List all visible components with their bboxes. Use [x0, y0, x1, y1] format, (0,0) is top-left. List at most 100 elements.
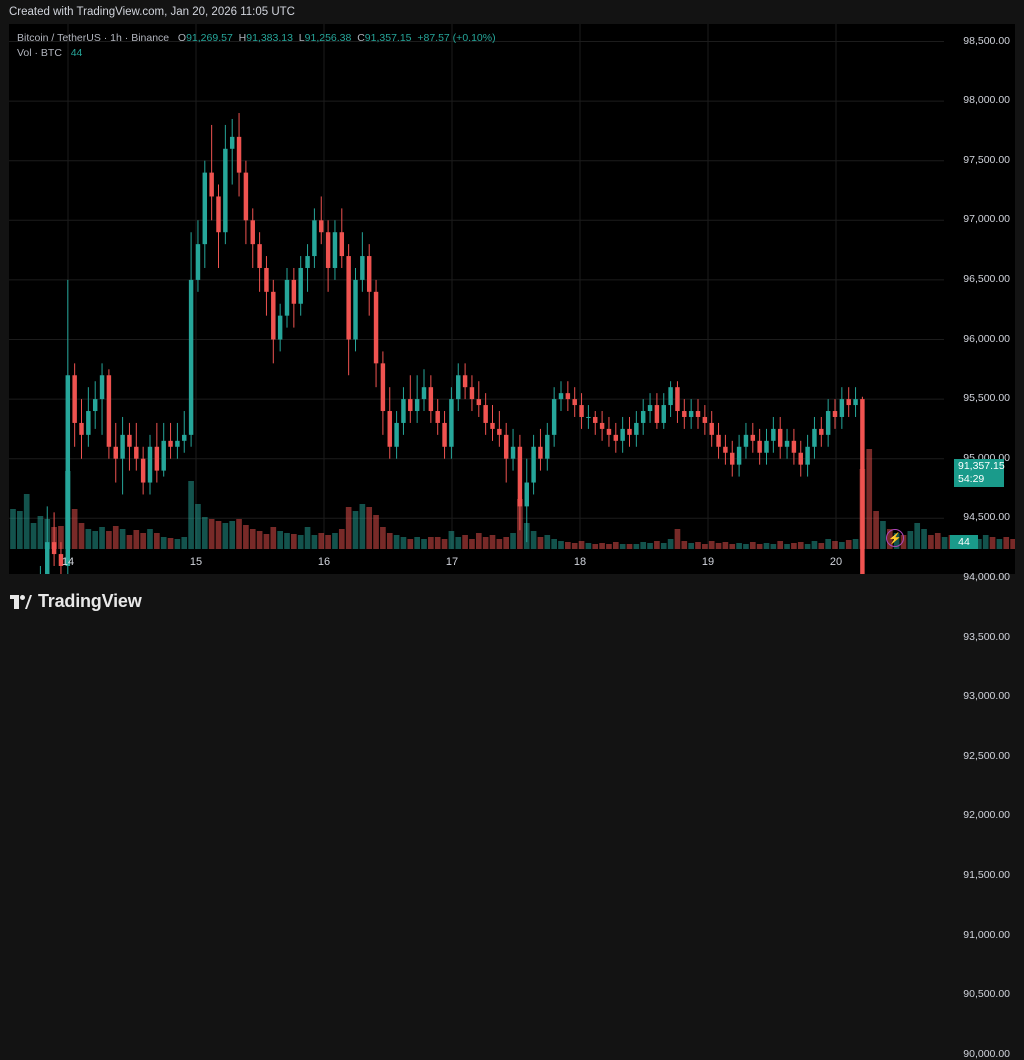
candle-body	[654, 405, 660, 423]
volume-bar	[982, 535, 989, 549]
volume-bar	[475, 533, 482, 549]
volume-bar	[366, 507, 373, 549]
volume-bar	[215, 521, 222, 549]
volume-bar	[647, 543, 653, 549]
volume-bar	[873, 511, 879, 549]
candle-body	[483, 405, 488, 423]
candle-body	[250, 220, 255, 245]
high-label: H	[238, 32, 247, 44]
volume-bar	[934, 533, 941, 549]
volume-bar	[277, 531, 283, 549]
candle-body	[736, 446, 742, 465]
volume-bar	[393, 535, 400, 549]
candle-body	[127, 434, 132, 447]
volume-bar	[126, 535, 133, 549]
candle-body	[120, 434, 125, 459]
volume-bar	[907, 531, 914, 549]
candle-body	[538, 446, 543, 459]
chart-frame[interactable]: Bitcoin / TetherUS · 1h · Binance O91,26…	[9, 24, 1015, 1060]
volume-bar	[99, 527, 105, 549]
candle-body	[832, 411, 838, 417]
candle-body	[757, 440, 762, 453]
candle-body	[798, 452, 803, 465]
volume-bar	[797, 542, 804, 549]
candle-body	[373, 291, 379, 364]
low-label: L	[298, 32, 305, 44]
volume-bar	[17, 511, 23, 549]
price-tick-label: 97,000.00	[963, 213, 1010, 226]
candle-body	[79, 422, 84, 435]
volume-bar	[654, 541, 660, 549]
candle-body	[319, 220, 324, 233]
volume-bar	[660, 543, 667, 549]
volume-bar	[201, 517, 208, 549]
candle-body	[271, 291, 276, 340]
price-tick-label: 91,500.00	[963, 868, 1010, 881]
last-volume-badge: 44	[950, 535, 978, 549]
candle-body	[551, 399, 557, 435]
candle-body	[764, 440, 769, 453]
candle-body	[65, 375, 71, 566]
candle-body	[517, 446, 523, 507]
volume-bar	[1010, 539, 1015, 549]
volume-bar	[181, 537, 188, 549]
candle-body	[647, 405, 653, 412]
volume-bar	[112, 526, 119, 549]
volume-bar	[749, 542, 756, 549]
volume-bar	[448, 531, 455, 549]
low-value: 91,256.38	[304, 32, 352, 44]
candle-body	[408, 399, 413, 412]
volume-bar	[578, 541, 585, 549]
candle-body	[195, 244, 201, 280]
volume-bar	[414, 537, 420, 549]
volume-bar	[722, 542, 729, 549]
volume-bar	[455, 537, 462, 549]
candle-body	[106, 375, 112, 447]
symbol-label: Bitcoin / TetherUS · 1h · Binance	[17, 32, 170, 44]
candle-body	[223, 148, 228, 233]
last-price-value: 91,357.15	[958, 460, 1005, 472]
candle-body	[243, 172, 249, 221]
candle-body	[92, 399, 98, 412]
candle-body	[531, 446, 536, 483]
volume-bar	[804, 544, 811, 549]
candle-body	[442, 422, 447, 447]
volume-bar	[92, 531, 99, 549]
candle-body	[58, 554, 64, 566]
candle-body	[45, 542, 50, 574]
volume-bar	[818, 543, 825, 549]
bar-countdown: 54:29	[958, 473, 985, 485]
candle-body	[332, 232, 338, 268]
volume-bar	[708, 541, 715, 549]
change-value: +87.57 (+0.10%)	[417, 32, 496, 44]
volume-bar	[756, 544, 763, 549]
lightning-icon[interactable]: ⚡	[886, 529, 904, 547]
volume-bar	[106, 531, 112, 549]
candle-body	[154, 446, 160, 471]
volume-bar	[996, 539, 1003, 549]
candle-body	[784, 440, 790, 447]
price-tick-label: 90,000.00	[963, 1047, 1010, 1060]
volume-bar	[188, 481, 194, 549]
close-label: C	[357, 32, 365, 44]
candle-body	[456, 375, 461, 400]
candle-body	[175, 440, 180, 447]
candle-body	[182, 434, 187, 441]
volume-bar	[133, 530, 140, 549]
volume-bar	[30, 523, 37, 549]
price-tick-label: 92,000.00	[963, 809, 1010, 822]
volume-bar	[400, 537, 407, 549]
candle-body	[325, 232, 331, 268]
candle-body	[161, 440, 166, 471]
candle-body	[750, 434, 756, 441]
volume-bar	[37, 516, 44, 549]
volume-bar	[612, 542, 619, 549]
candlestick-chart[interactable]	[9, 24, 1015, 574]
volume-bar	[743, 544, 749, 549]
volume-bar	[345, 507, 352, 549]
candle-body	[675, 387, 680, 412]
candle-body	[743, 434, 749, 447]
candle-body	[634, 422, 639, 435]
volume-bar	[510, 533, 516, 549]
volume-bar	[825, 539, 831, 549]
